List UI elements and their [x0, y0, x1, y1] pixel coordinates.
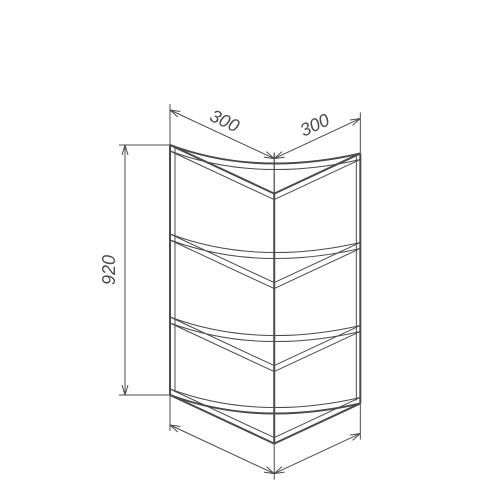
dim-depth-label: 300 — [297, 110, 333, 141]
dim-height-label: 920 — [99, 255, 119, 285]
shelf-technical-drawing: 300 300 920 — [0, 0, 500, 500]
dim-width-label: 300 — [207, 105, 243, 136]
